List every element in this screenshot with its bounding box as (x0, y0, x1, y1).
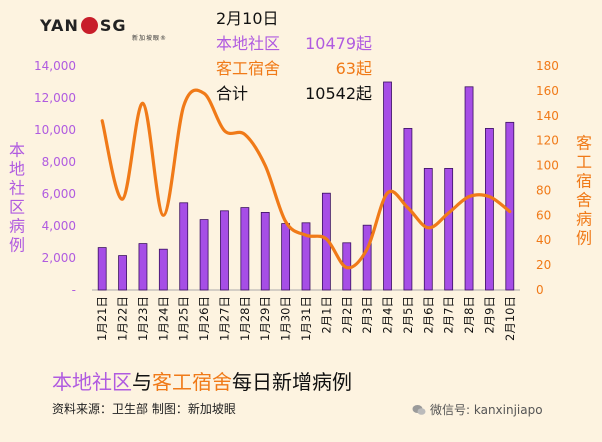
title-rest: 每日新增病例 (232, 370, 352, 394)
bar (444, 167, 454, 291)
bar (118, 255, 127, 291)
magnifier-icon (80, 17, 98, 34)
source-note: 资料来源：卫生部 制图：新加坡眼 (52, 402, 236, 416)
bar (158, 248, 168, 291)
summary-dorm-label: 客工宿舍 (216, 59, 281, 78)
summary-date: 2月10日 (216, 9, 279, 28)
x-tick-label: 2月8日 (462, 296, 476, 334)
bar (464, 86, 474, 291)
bar (220, 210, 229, 291)
bar (240, 207, 250, 291)
left-tick-label: 10,000 (34, 123, 76, 137)
bar (281, 223, 291, 291)
x-tick-label: 1月29日 (258, 296, 272, 341)
right-tick-label: 80 (536, 183, 551, 197)
brand-logo: YAN SG 新加坡眼® (40, 16, 166, 42)
summary-total-value: 10542起 (305, 84, 372, 103)
right-tick-label: 0 (536, 283, 544, 297)
x-tick-label: 1月22日 (116, 296, 130, 341)
bar (383, 81, 392, 291)
left-tick-label: 2,000 (42, 251, 76, 265)
title-and: 与 (132, 370, 152, 394)
left-tick-label: 12,000 (34, 91, 76, 105)
right-tick-label: 60 (536, 208, 551, 222)
bar (260, 211, 270, 291)
x-tick-label: 2月10日 (503, 296, 517, 341)
x-tick-label: 2月6日 (421, 296, 435, 334)
left-tick-label: 14,000 (34, 59, 76, 73)
left-axis-label: 本 (9, 141, 25, 160)
series-line-dorm (100, 88, 512, 270)
left-axis-label: 病 (9, 217, 25, 236)
right-tick-label: 100 (536, 159, 559, 173)
x-tick-label: 1月28日 (238, 296, 252, 341)
right-tick-label: 120 (536, 134, 559, 148)
bar (179, 202, 189, 291)
bar (97, 247, 107, 291)
wechat-id: 微信号: kanxinjiapo (412, 401, 543, 418)
right-axis-label: 工 (576, 153, 592, 172)
x-tick-label: 2月5日 (401, 296, 415, 334)
right-tick-label: 180 (536, 59, 559, 73)
right-tick-label: 20 (536, 258, 551, 272)
x-tick-label: 1月27日 (217, 296, 231, 341)
bar (362, 224, 372, 291)
x-tick-label: 1月30日 (279, 296, 293, 341)
x-tick-label: 2月9日 (482, 296, 496, 334)
bar (199, 219, 209, 291)
summary-local-label: 本地社区 (216, 34, 281, 53)
left-tick-label: 4,000 (42, 219, 76, 233)
right-axis-label: 例 (576, 229, 592, 248)
summary-total-label: 合计 (216, 84, 249, 103)
bar (485, 127, 494, 291)
x-tick-label: 1月23日 (136, 296, 150, 341)
right-axis-label: 舍 (576, 191, 592, 210)
logo-text-right: SG (99, 16, 127, 35)
left-axis-label: 例 (9, 236, 25, 255)
left-tick-label: - (72, 283, 76, 297)
title-local: 本地社区 (52, 370, 132, 394)
logo-subtitle: 新加坡眼® (132, 35, 168, 42)
wechat-icon (412, 404, 426, 415)
title-dorm: 客工宿舍 (152, 370, 232, 394)
x-tick-label: 1月31日 (299, 296, 313, 341)
x-tick-label: 2月7日 (442, 296, 456, 334)
bar (505, 121, 515, 291)
left-axis-label: 社 (9, 179, 25, 198)
right-tick-label: 40 (536, 233, 551, 247)
right-axis-label: 宿 (576, 172, 592, 191)
right-tick-label: 160 (536, 84, 559, 98)
bar (138, 243, 148, 291)
x-tick-label: 1月24日 (156, 296, 170, 341)
right-axis-label: 客 (576, 134, 592, 153)
x-tick-label: 1月26日 (197, 296, 211, 341)
x-tick-label: 2月2日 (340, 296, 354, 334)
chart-title: 本地社区与客工宿舍每日新增病例 (52, 366, 352, 395)
summary-dorm-value: 63起 (335, 59, 372, 78)
logo-text-left: YAN (40, 16, 79, 35)
x-tick-label: 2月3日 (360, 296, 374, 334)
wechat-text: 微信号: kanxinjiapo (430, 403, 543, 417)
x-tick-label: 1月21日 (95, 296, 109, 341)
x-tick-label: 2月4日 (381, 296, 395, 334)
left-axis-label: 地 (9, 160, 25, 179)
left-axis-label: 区 (9, 198, 25, 217)
left-tick-label: 8,000 (42, 155, 76, 169)
right-tick-label: 140 (536, 109, 559, 123)
x-tick-label: 2月1日 (319, 296, 333, 334)
left-tick-label: 6,000 (42, 187, 76, 201)
right-axis-label: 病 (576, 210, 592, 229)
summary-local-value: 10479起 (305, 34, 372, 53)
x-tick-label: 1月25日 (177, 296, 191, 341)
bar (301, 222, 311, 291)
